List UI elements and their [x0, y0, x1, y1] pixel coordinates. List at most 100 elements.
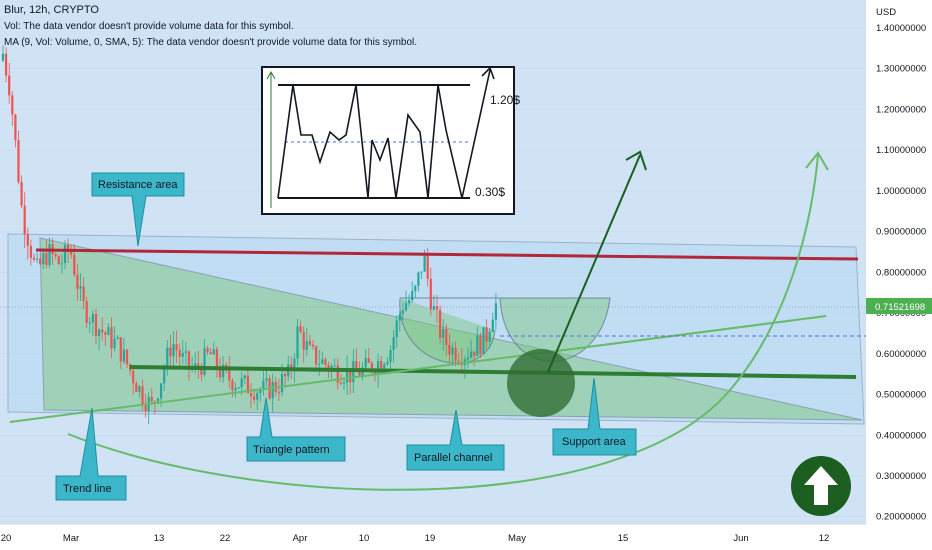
- y-tick-label: 0.80000000: [876, 267, 926, 278]
- candle-body: [451, 347, 454, 355]
- candle-body: [299, 326, 302, 332]
- candle-body: [11, 95, 14, 115]
- candle-body: [280, 374, 284, 393]
- candle-body: [383, 364, 386, 369]
- candle-body: [82, 286, 85, 302]
- callout-support-area: Support area: [552, 377, 637, 456]
- y-tick-label: 0.90000000: [876, 227, 926, 238]
- candle-body: [116, 337, 119, 339]
- candle-body: [491, 319, 494, 332]
- y-tick-label: 0.40000000: [876, 430, 926, 441]
- candle-body: [457, 360, 460, 363]
- legend-vol-note: Vol: The data vendor doesn't provide vol…: [4, 21, 294, 32]
- candle-body: [29, 245, 32, 258]
- candle-body: [138, 386, 141, 392]
- candle-body: [39, 258, 42, 265]
- candle-body: [324, 359, 327, 365]
- candle-body: [333, 365, 336, 367]
- candle-body: [222, 364, 225, 378]
- candle-body: [246, 375, 249, 394]
- candle-body: [265, 378, 268, 381]
- candle-body: [420, 271, 423, 273]
- candle-body: [439, 309, 442, 338]
- candle-body: [107, 327, 110, 335]
- x-tick-label: 12: [819, 533, 830, 544]
- up-arrow-icon: [804, 466, 838, 505]
- arrow-head-light-icon: [805, 151, 829, 171]
- candle-body: [79, 286, 82, 289]
- candle-body: [302, 331, 305, 350]
- candle-body: [26, 234, 29, 246]
- x-tick-label: 13: [154, 533, 165, 544]
- inset-low-label: 0.30$: [475, 185, 505, 199]
- candle-body: [435, 306, 439, 310]
- x-tick-label: Mar: [63, 533, 79, 544]
- candle-body: [57, 256, 60, 265]
- candle-body: [321, 359, 324, 364]
- candle-body: [63, 244, 67, 264]
- candle-body: [249, 393, 253, 397]
- candle-body: [364, 358, 367, 368]
- x-tick-label: May: [508, 533, 526, 544]
- candle-body: [355, 361, 358, 371]
- candle-body: [476, 335, 479, 356]
- y-tick-label: 0.30000000: [876, 471, 926, 482]
- candle-body: [94, 313, 98, 336]
- candle-body: [473, 351, 476, 356]
- candle-body: [432, 306, 435, 310]
- candle-body: [253, 396, 256, 400]
- time-axis-background: [0, 524, 866, 550]
- callout-triangle-pattern: Triangle pattern: [246, 397, 346, 462]
- candle-body: [395, 320, 398, 338]
- callout-parallel-channel: Parallel channel: [406, 409, 505, 471]
- candle-body: [417, 272, 420, 286]
- candle-body: [163, 369, 166, 384]
- candle-body: [470, 351, 473, 358]
- y-tick-label: 1.00000000: [876, 186, 926, 197]
- candle-body: [243, 375, 246, 379]
- candle-body: [339, 382, 342, 384]
- candle-body: [48, 244, 51, 265]
- support-line: [129, 365, 857, 379]
- candle-body: [113, 338, 116, 349]
- callout-support-label: Support area: [562, 436, 626, 448]
- candle-body: [380, 361, 383, 369]
- candle-body: [101, 329, 104, 333]
- candle-body: [311, 344, 315, 347]
- candle-body: [442, 329, 445, 338]
- candle-body: [479, 335, 482, 354]
- candle-body: [318, 363, 321, 365]
- x-tick-label: 19: [425, 533, 436, 544]
- trend-line: [9, 315, 827, 423]
- candle-body: [187, 351, 191, 367]
- x-tick-label: Apr: [293, 533, 308, 544]
- y-tick-label: 0.60000000: [876, 349, 926, 360]
- candle-body: [76, 274, 79, 289]
- candle-body: [144, 404, 147, 411]
- candle-body: [367, 358, 370, 363]
- candle-body: [466, 357, 470, 360]
- candle-body: [277, 391, 280, 393]
- candle-body: [408, 300, 411, 304]
- candle-body: [398, 314, 401, 321]
- candle-body: [98, 329, 101, 336]
- candle-body: [386, 361, 389, 365]
- breakout-arrow-dark: [547, 154, 641, 373]
- candle-body: [445, 329, 448, 345]
- candle-body: [32, 257, 36, 260]
- candle-body: [485, 327, 488, 342]
- callout-resistance-label: Resistance area: [98, 179, 178, 191]
- candle-body: [218, 368, 222, 378]
- y-tick-label: 1.10000000: [876, 145, 926, 156]
- candle-body: [488, 331, 491, 342]
- y-tick-label: 0.50000000: [876, 390, 926, 401]
- candle-body: [194, 363, 197, 367]
- price-axis-background: [866, 0, 932, 550]
- candle-body: [5, 53, 8, 76]
- candle-body: [262, 380, 265, 391]
- candle-body: [166, 347, 169, 370]
- candle-body: [349, 369, 352, 383]
- candle-body: [414, 285, 417, 292]
- candle-body: [125, 349, 129, 365]
